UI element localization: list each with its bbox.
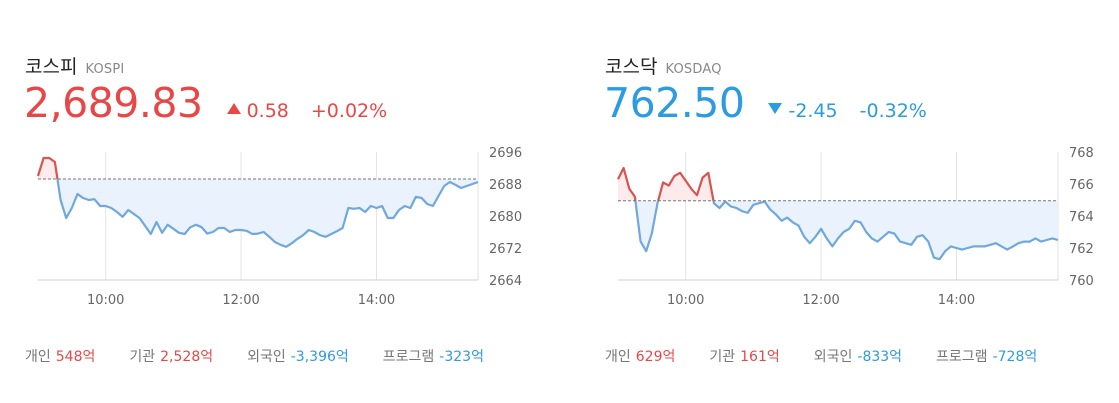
y-tick-label: 764 [1069,210,1094,225]
investor-value: 161억 [740,349,780,365]
investor-program: 프로그램 -323억 [383,346,484,366]
area-above-reference [618,168,1058,201]
series-line-above [617,166,766,201]
kospi-name-ko: 코스피 [25,56,78,78]
kospi-quote: 2,689.83 0.58 +0.02% [24,80,387,126]
y-tick-label: 762 [1069,242,1094,257]
y-tick-label: 768 [1069,146,1094,161]
x-tick-label: 12:00 [222,293,259,308]
x-tick-label: 14:00 [358,293,395,308]
x-tick-label: 10:00 [667,293,704,308]
area-below-reference [618,200,1058,260]
kospi-investor-flows: 개인 548억 기관 2,528억 외국인 -3,396억 프로그램 -323억 [25,346,518,366]
kospi-chart[interactable]: 2696 2688 2680 2672 2664 10:00 12:00 14:00 [0,140,540,310]
y-tick-label: 760 [1069,274,1094,289]
investor-label: 기관 [129,349,156,365]
kosdaq-panel[interactable]: 코스닥 KOSDAQ 762.50 -2.45 -0.32% 768 766 764… [580,0,1119,403]
series-line-below [56,179,479,248]
kosdaq-change-pct: -0.32% [859,100,927,122]
investor-value: -323억 [439,349,484,365]
kospi-change: 0.58 [246,100,289,122]
down-triangle-icon [768,103,783,114]
investor-foreign: 외국인 -3,396억 [247,346,349,366]
kosdaq-change: -2.45 [788,100,838,122]
investor-label: 프로그램 [936,349,988,365]
y-tick-label: 2696 [489,146,522,161]
kosdaq-chart[interactable]: 768 766 764 762 760 10:00 12:00 14:00 [580,140,1119,310]
kospi-change-pct: +0.02% [310,100,388,122]
y-tick-label: 2688 [489,178,522,193]
kospi-panel[interactable]: 코스피 KOSPI 2,689.83 0.58 +0.02% 2696 2688 2… [0,0,540,403]
investor-value: -3,396억 [290,349,349,365]
investor-institution: 기관 2,528억 [129,346,213,366]
y-tick-label: 2680 [489,210,522,225]
investor-label: 기관 [709,349,736,365]
investor-value: 2,528억 [160,349,214,365]
kosdaq-index-value: 762.50 [604,79,745,127]
kospi-name-en: KOSPI [85,62,125,77]
investor-value: -833억 [857,349,903,365]
investor-value: -728억 [992,349,1038,365]
kosdaq-title: 코스닥 KOSDAQ [605,52,722,79]
kospi-index-value: 2,689.83 [24,79,203,127]
y-tick-label: 766 [1069,178,1094,193]
x-tick-label: 10:00 [87,293,124,308]
kosdaq-quote: 762.50 -2.45 -0.32% [604,80,927,126]
investor-value: 629억 [635,349,676,365]
up-triangle-icon [226,103,241,114]
kosdaq-name-ko: 코스닥 [605,56,658,78]
x-tick-label: 14:00 [938,293,975,308]
investor-institution: 기관 161억 [709,346,779,366]
investor-individual: 개인 629억 [605,346,675,366]
investor-label: 외국인 [813,349,853,365]
investor-individual: 개인 548억 [25,346,95,366]
investor-label: 개인 [25,349,51,365]
investor-foreign: 외국인 -833억 [814,346,902,366]
investor-label: 외국인 [247,349,286,365]
investor-value: 548억 [55,349,96,365]
y-tick-label: 2664 [489,274,522,289]
kosdaq-investor-flows: 개인 629억 기관 161억 외국인 -833억 프로그램 -728억 [605,346,1071,366]
kosdaq-name-en: KOSDAQ [665,62,722,77]
kospi-title: 코스피 KOSPI [25,52,124,79]
series-line-below [634,200,1059,261]
investor-label: 프로그램 [382,349,435,365]
y-tick-label: 2672 [489,242,522,257]
investor-label: 개인 [605,349,631,365]
x-tick-label: 12:00 [802,293,839,308]
investor-program: 프로그램 -728억 [936,346,1037,366]
